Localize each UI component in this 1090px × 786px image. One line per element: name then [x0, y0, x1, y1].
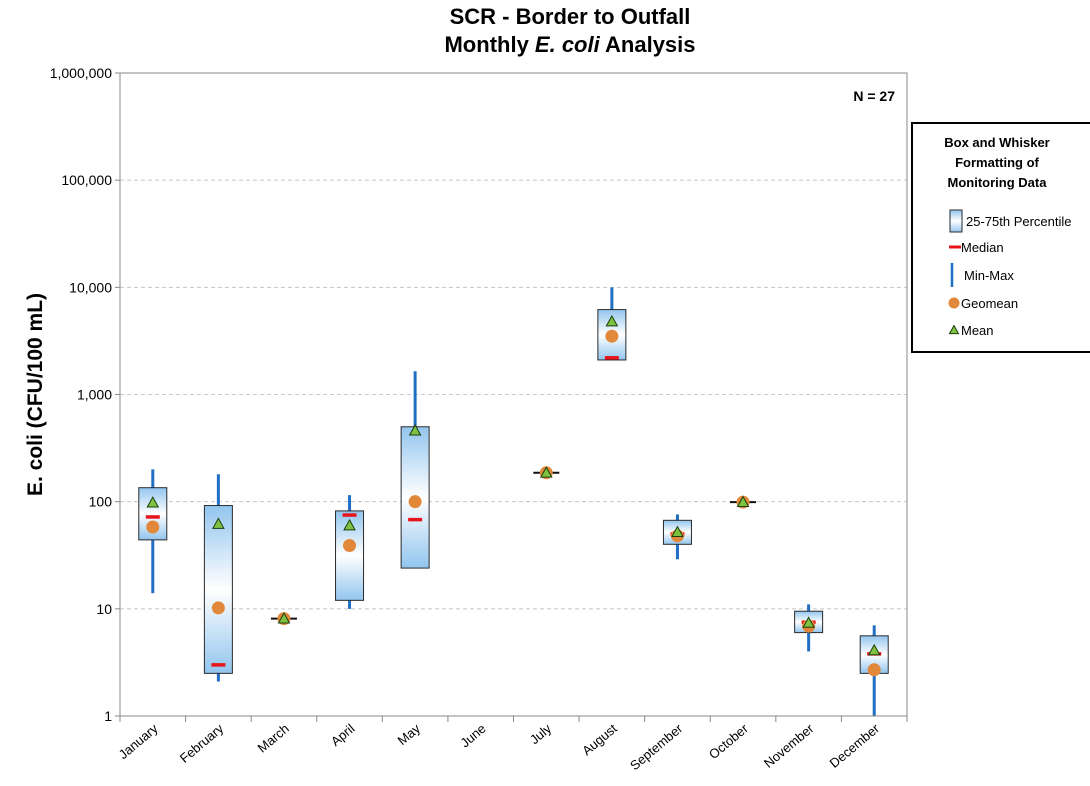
x-tick-label: November: [761, 720, 817, 770]
box-december: [859, 625, 889, 716]
x-tick-label: December: [827, 720, 883, 770]
geomean-marker: [211, 601, 225, 615]
x-tick-label: August: [579, 721, 620, 759]
mean-marker: [605, 314, 619, 327]
mean-marker: [277, 612, 291, 624]
legend-label-median: Median: [961, 240, 1004, 255]
mean-marker: [212, 517, 225, 529]
chart-title-line2: Monthly E. coli Analysis: [444, 32, 695, 57]
box-november: [794, 604, 824, 652]
title-post: Analysis: [600, 32, 696, 57]
legend-label-minmax: Min-Max: [964, 268, 1014, 283]
x-axis: January February March April May June July Augu…: [116, 716, 908, 773]
x-tick-label: September: [627, 720, 686, 773]
y-tick-label: 1,000,000: [50, 65, 112, 81]
y-axis: 1 10 100 1,000 10,000 100,000 1,000,000: [50, 65, 120, 724]
mean-marker: [671, 525, 684, 538]
iqr-box: [203, 505, 233, 674]
box-may: [400, 371, 430, 569]
box-plots: [138, 287, 889, 716]
legend: Box and Whisker Formatting of Monitoring D…: [911, 122, 1090, 353]
x-tick-label: May: [395, 720, 424, 748]
legend-label-box: 25-75th Percentile: [966, 214, 1072, 229]
x-tick-label: June: [457, 721, 488, 751]
mean-marker: [802, 616, 815, 628]
box-january: [138, 469, 168, 594]
legend-mean-swatch: [948, 324, 960, 335]
mean-marker: [736, 495, 750, 508]
y-tick-label: 10,000: [69, 279, 112, 295]
legend-label-geomean: Geomean: [961, 296, 1018, 311]
chart-title-line1: SCR - Border to Outfall: [450, 4, 691, 29]
y-tick-label: 1,000: [77, 387, 112, 403]
legend-frame: [911, 122, 1090, 353]
title-pre: Monthly: [444, 32, 534, 57]
mean-marker: [408, 424, 422, 436]
geomean-marker: [343, 538, 357, 552]
mean-marker: [343, 518, 356, 531]
box-july: [533, 466, 560, 480]
y-tick-label: 1: [104, 708, 112, 724]
title-italic: E. coli: [535, 32, 601, 57]
y-tick-label: 100,000: [61, 172, 112, 188]
geomean-marker: [605, 329, 619, 343]
mean-marker: [867, 643, 881, 656]
box-march: [270, 612, 297, 626]
y-tick-label: 10: [96, 601, 112, 617]
mean-marker: [539, 466, 553, 478]
y-tick-label: 100: [89, 494, 113, 510]
x-tick-label: July: [527, 720, 555, 747]
y-axis-label: E. coli (CFU/100 mL): [24, 293, 47, 496]
box-october: [730, 495, 757, 509]
box-september: [662, 514, 692, 560]
legend-title-line: Formatting of: [955, 155, 1039, 170]
x-tick-label: February: [177, 720, 227, 765]
legend-geomean-swatch: [948, 297, 960, 309]
legend-title-line: Monitoring Data: [948, 175, 1048, 190]
legend-label-mean: Mean: [961, 323, 994, 338]
x-tick-label: March: [255, 721, 292, 756]
x-tick-label: January: [116, 720, 161, 762]
sample-count-annotation: N = 27: [853, 88, 895, 104]
geomean-marker: [408, 495, 422, 509]
mean-marker: [146, 496, 160, 508]
geomean-marker: [146, 520, 160, 534]
box-april: [335, 495, 365, 609]
x-tick-label: October: [706, 720, 752, 762]
legend-title-line: Box and Whisker: [944, 135, 1049, 150]
legend-box-swatch: [949, 209, 963, 233]
box-august: [597, 287, 627, 361]
gridlines: [120, 179, 907, 610]
box-february: [203, 474, 233, 682]
x-tick-label: April: [328, 721, 358, 749]
geomean-marker: [867, 663, 881, 677]
